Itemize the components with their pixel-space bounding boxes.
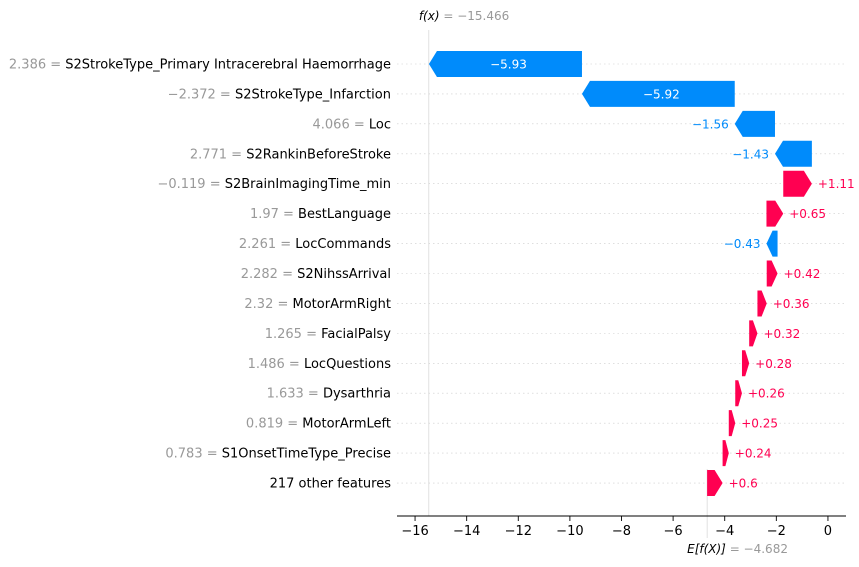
waterfall-bar <box>707 470 723 497</box>
bar-value-label: +0.36 <box>773 297 810 311</box>
feature-value: 2.261 = <box>239 237 295 252</box>
ex-label: E[f(X)] <box>687 542 730 556</box>
feature-value: −2.372 = <box>168 87 235 102</box>
x-tick-label: −12 <box>505 524 532 539</box>
feature-label: 217 other features <box>270 477 392 492</box>
x-tick-label: −6 <box>664 524 683 539</box>
feature-label: 1.633 = Dysarthria <box>267 387 391 402</box>
feature-name: S2BrainImagingTime_min <box>225 177 391 192</box>
bar-value-label: +0.42 <box>784 267 821 281</box>
feature-name: FacialPalsy <box>321 327 391 342</box>
bar-value-label: +0.24 <box>735 447 772 461</box>
x-tick-label: −2 <box>767 524 786 539</box>
feature-value: 2.282 = <box>241 267 297 282</box>
expected-value-annotation: E[f(X)] = −4.682 <box>687 542 788 556</box>
feature-value: 1.633 = <box>267 387 323 402</box>
feature-label: 1.97 = BestLanguage <box>250 207 391 222</box>
fx-label: f(x) <box>419 9 444 23</box>
bar-value-label: −0.43 <box>724 237 761 251</box>
x-tick-label: −16 <box>401 524 428 539</box>
bar-value-label: +0.28 <box>755 357 792 371</box>
feature-value: 2.32 = <box>244 297 292 312</box>
feature-value: −0.119 = <box>157 177 224 192</box>
ex-value: = −4.682 <box>730 542 788 556</box>
x-tick-label: −14 <box>453 524 480 539</box>
feature-value: 0.783 = <box>165 447 221 462</box>
bar-value-label: −1.43 <box>732 147 769 161</box>
feature-name: Dysarthria <box>323 387 391 402</box>
feature-label: 2.282 = S2NihssArrival <box>241 267 391 282</box>
feature-name: LocCommands <box>295 237 391 252</box>
feature-value: 4.066 = <box>313 117 369 132</box>
feature-name: S2NihssArrival <box>297 267 391 282</box>
feature-name: S2StrokeType_Infarction <box>235 87 391 102</box>
feature-name: S2StrokeType_Primary Intracerebral Haemo… <box>65 58 391 73</box>
feature-value: 2.771 = <box>190 147 246 162</box>
fx-value: = −15.466 <box>443 9 509 23</box>
feature-label: 0.783 = S1OnsetTimeType_Precise <box>165 447 391 462</box>
feature-value: 1.97 = <box>250 207 298 222</box>
feature-label: 1.265 = FacialPalsy <box>265 327 392 342</box>
feature-label: 2.771 = S2RankinBeforeStroke <box>190 147 391 162</box>
waterfall-bar <box>734 110 775 137</box>
feature-name: 217 other features <box>270 477 392 492</box>
waterfall-bar <box>728 410 736 437</box>
waterfall-bar <box>428 51 582 77</box>
feature-value: 1.486 = <box>248 357 304 372</box>
bar-value-label: +0.25 <box>741 417 778 431</box>
feature-label: 1.486 = LocQuestions <box>248 357 392 372</box>
fx-annotation: f(x) = −15.466 <box>419 9 509 23</box>
feature-name: BestLanguage <box>298 207 391 222</box>
waterfall-bar <box>749 320 758 347</box>
feature-label: 0.819 = MotorArmLeft <box>246 417 391 432</box>
feature-value: 1.265 = <box>265 327 321 342</box>
x-tick-label: −8 <box>612 524 631 539</box>
feature-name: LocQuestions <box>304 357 391 372</box>
waterfall-bar <box>774 140 812 167</box>
waterfall-bar <box>757 290 767 317</box>
bar-value-label: +1.11 <box>818 177 855 191</box>
x-tick-label: 0 <box>824 524 832 539</box>
waterfall-bar <box>741 350 750 377</box>
waterfall-bar <box>722 440 729 467</box>
feature-name: S1OnsetTimeType_Precise <box>222 447 391 462</box>
x-tick-label: −10 <box>556 524 583 539</box>
feature-label: 2.32 = MotorArmRight <box>244 297 391 312</box>
bar-value-label: −5.93 <box>490 58 527 72</box>
feature-name: MotorArmLeft <box>302 417 391 432</box>
feature-value: 0.819 = <box>246 417 302 432</box>
waterfall-bar <box>766 260 778 287</box>
bar-value-label: +0.65 <box>789 207 826 221</box>
feature-name: MotorArmRight <box>293 297 391 312</box>
waterfall-bar <box>783 170 812 197</box>
feature-label: −0.119 = S2BrainImagingTime_min <box>157 177 391 192</box>
bar-value-label: +0.32 <box>763 327 800 341</box>
bar-value-label: −5.92 <box>643 87 680 101</box>
feature-name: Loc <box>369 117 391 132</box>
bar-value-label: −1.56 <box>692 117 729 131</box>
waterfall-bar <box>766 200 784 227</box>
bar-value-label: +0.6 <box>729 477 758 491</box>
bar-value-label: +0.26 <box>748 387 785 401</box>
feature-label: 2.261 = LocCommands <box>239 237 391 252</box>
x-tick-label: −4 <box>715 524 734 539</box>
feature-name: S2RankinBeforeStroke <box>246 147 391 162</box>
waterfall-bar <box>581 80 735 107</box>
feature-label: 4.066 = Loc <box>313 117 392 132</box>
waterfall-bar <box>735 380 742 407</box>
feature-label: −2.372 = S2StrokeType_Infarction <box>168 87 391 102</box>
waterfall-bar <box>766 230 778 257</box>
feature-value: 2.386 = <box>9 58 65 73</box>
feature-label: 2.386 = S2StrokeType_Primary Intracerebr… <box>9 58 391 73</box>
